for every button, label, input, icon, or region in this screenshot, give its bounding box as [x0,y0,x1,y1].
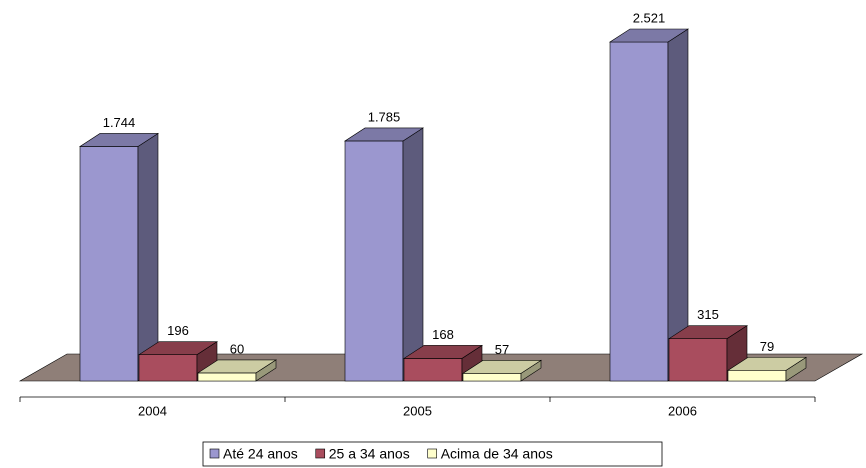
x-tick-label: 2005 [403,403,432,418]
bar-top [726,357,808,371]
value-label: 315 [697,307,719,322]
bar-top [196,359,278,374]
value-label: 168 [432,327,454,342]
bar-top [137,341,219,355]
bar-front [138,354,198,382]
bar-side [402,127,424,382]
bar-top [461,360,543,374]
x-tick-label: 2004 [138,403,167,418]
bar-front [79,146,139,382]
legend-swatch [427,448,438,459]
value-label: 79 [760,339,774,354]
bar-front [403,358,463,382]
value-label: 57 [495,342,509,357]
bar-front [197,372,257,382]
bar-front [727,370,787,382]
bar [196,359,278,382]
legend-label: Acima de 34 anos [441,446,553,462]
value-label: 1.744 [103,115,136,130]
x-tick-label: 2006 [668,403,697,418]
legend-swatch [315,448,326,459]
bar-front [609,41,669,382]
bar [608,28,690,382]
bar [402,344,484,382]
bar-top [667,325,749,339]
bar-top [608,28,690,43]
legend-label: 25 a 34 anos [329,446,410,462]
bar [726,356,808,382]
value-label: 60 [230,341,244,356]
bar [461,359,543,382]
bar [78,132,160,382]
bar-front [668,338,728,382]
bar-top [402,345,484,359]
bar [343,127,425,382]
value-label: 196 [167,323,189,338]
legend-label: Até 24 anos [223,446,298,462]
legend-swatch [209,448,220,459]
bar-top [343,127,425,142]
bar-top [78,133,160,147]
bar-front [344,140,404,382]
value-label: 1.785 [368,109,401,124]
bar-front [462,373,522,382]
bar-side [137,132,159,382]
value-label: 2.521 [633,10,666,25]
